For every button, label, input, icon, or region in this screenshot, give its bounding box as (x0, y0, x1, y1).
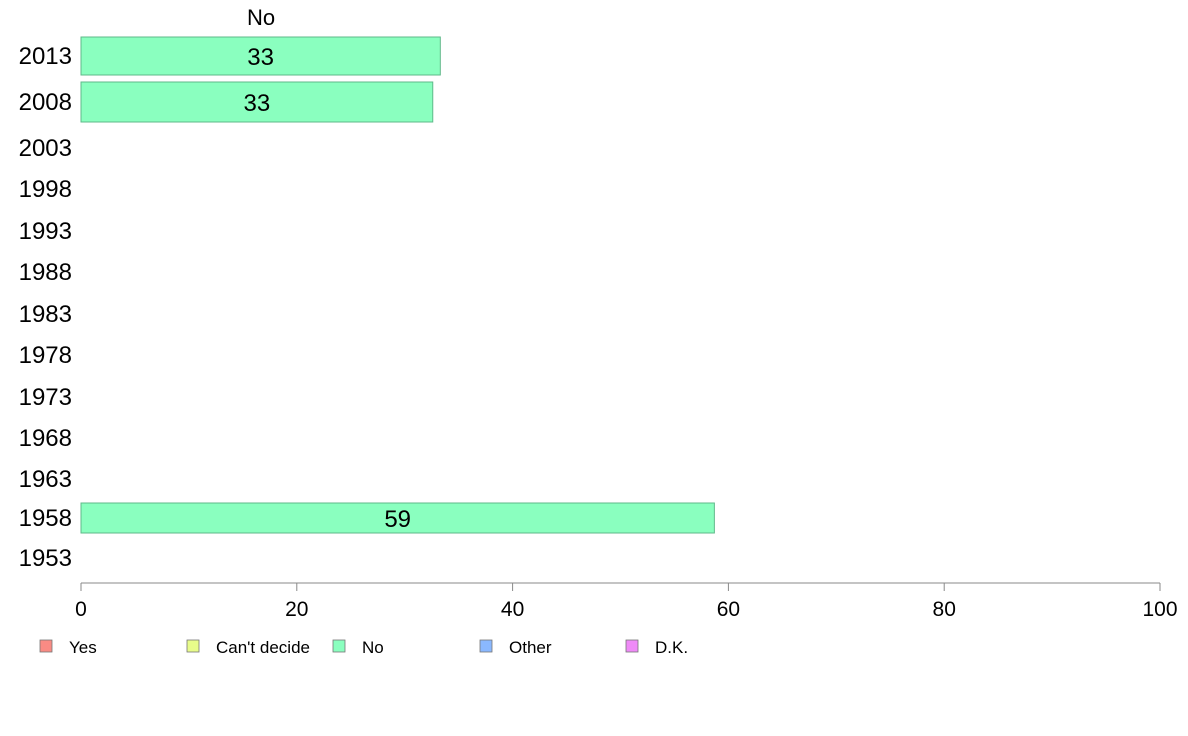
legend-label: D.K. (655, 638, 688, 657)
legend-label: Can't decide (216, 638, 310, 657)
legend: Yes Can't decide No Other D.K. (39, 638, 688, 657)
x-tick-label: 60 (717, 598, 740, 621)
bar-value-label: 59 (384, 506, 411, 533)
x-tick-label: 80 (933, 598, 956, 621)
bar (80, 502, 715, 534)
category-label: 1993 (19, 218, 72, 245)
x-tick-label: 100 (1142, 598, 1177, 621)
bar-value-label: 33 (247, 44, 274, 71)
category-label: 1973 (19, 384, 72, 411)
category-label: 1998 (19, 176, 72, 203)
bars-group: 33 33 59 (80, 36, 715, 534)
legend-swatch (479, 639, 493, 653)
legend-swatch (39, 639, 53, 653)
legend-label: Other (509, 638, 552, 657)
category-axis: 2013 2008 2003 1998 1993 1988 1983 1978 1973 1968… (19, 43, 72, 572)
bar (80, 81, 434, 123)
legend-swatch (186, 639, 200, 653)
legend-label: No (362, 638, 384, 657)
category-label: 1983 (19, 301, 72, 328)
category-label: 1988 (19, 259, 72, 286)
x-tick-label: 40 (501, 598, 524, 621)
category-label: 2013 (19, 43, 72, 70)
legend-label: Yes (69, 638, 97, 657)
category-label: 1968 (19, 425, 72, 452)
category-label: 1963 (19, 466, 72, 493)
x-axis: 0 20 40 60 80 100 (75, 582, 1178, 621)
x-tick-label: 20 (285, 598, 308, 621)
bar-value-label: 33 (244, 90, 271, 117)
category-label: 2008 (19, 89, 72, 116)
category-label: 1953 (19, 545, 72, 572)
legend-swatch (332, 639, 346, 653)
chart-title: No (247, 5, 275, 30)
x-tick-label: 0 (75, 598, 87, 621)
category-label: 1978 (19, 342, 72, 369)
legend-swatch (625, 639, 639, 653)
category-label: 2003 (19, 135, 72, 162)
bar (80, 36, 441, 76)
category-label: 1958 (19, 505, 72, 532)
